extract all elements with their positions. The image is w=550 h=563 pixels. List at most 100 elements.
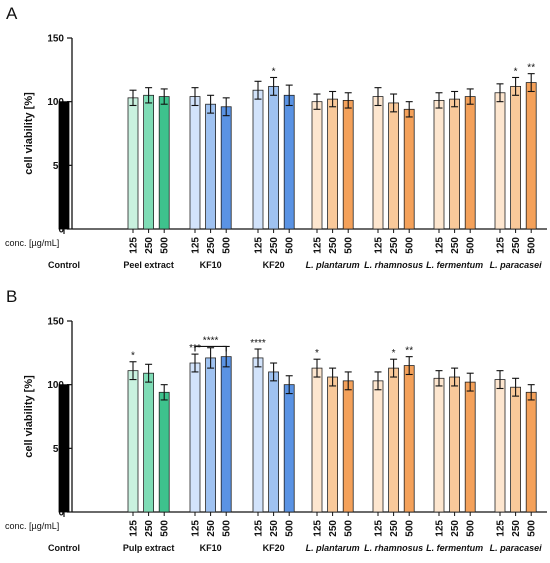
bar [127, 370, 139, 513]
y-axis-label: cell viability [%] [23, 375, 35, 458]
bar [342, 99, 354, 230]
significance-bracket [194, 345, 227, 352]
bar [525, 82, 537, 230]
x-tick-label: 125 [191, 520, 202, 537]
group-label: Pulp extract [123, 543, 175, 553]
y-axis-label: cell viability [%] [23, 92, 35, 175]
group-label: KF10 [200, 543, 222, 553]
x-tick-label: 250 [450, 237, 461, 254]
bar [189, 362, 201, 513]
x-tick-label: 125 [129, 237, 140, 254]
significance-label: * [514, 66, 518, 77]
x-tick-label: 500 [160, 237, 171, 254]
significance-label: ** [527, 63, 535, 74]
y-tick-label: 150 [47, 34, 64, 45]
bar [220, 356, 232, 513]
x-tick-label: 125 [374, 237, 385, 254]
group-label: Peel extract [123, 260, 174, 270]
bar [510, 386, 522, 513]
group-label: L. rhamnosus [364, 543, 423, 553]
significance-label: ** [405, 346, 413, 357]
x-tick-label: 500 [160, 520, 171, 537]
significance-label: **** [250, 338, 266, 349]
x-tick-label: 250 [511, 520, 522, 537]
y-tick-label: 0 [58, 225, 64, 236]
bar [220, 106, 232, 230]
bar [372, 380, 384, 513]
group-label: L. rhamnosus [364, 260, 423, 270]
x-tick-label: 125 [254, 520, 265, 537]
group-label: L. plantarum [306, 543, 360, 553]
significance-label: * [272, 66, 276, 77]
x-tick-label: 250 [206, 520, 217, 537]
bar [510, 85, 522, 230]
bar [205, 357, 217, 513]
bar [58, 384, 70, 513]
group-label: KF20 [263, 543, 285, 553]
panel-label: B [6, 287, 17, 306]
bar [342, 380, 354, 513]
x-tick-label: 500 [344, 237, 355, 254]
x-tick-label: 500 [222, 237, 233, 254]
bar [268, 371, 280, 513]
group-label: KF10 [200, 260, 222, 270]
bar [252, 357, 264, 513]
bar [143, 94, 155, 230]
x-tick-label: 500 [222, 520, 233, 537]
x-tick-label: 250 [269, 237, 280, 254]
x-tick-label: 125 [435, 237, 446, 254]
bracket-significance-label: **** [203, 335, 219, 346]
bar [283, 384, 295, 513]
x-tick-label: 250 [389, 520, 400, 537]
x-tick-label: 250 [511, 237, 522, 254]
bar [525, 391, 537, 513]
y-tick-label: 100 [47, 97, 64, 108]
x-tick-label: 500 [285, 520, 296, 537]
bar [327, 376, 339, 513]
x-tick-label: 500 [405, 520, 416, 537]
bar [283, 94, 295, 230]
significance-label: * [315, 348, 319, 359]
group-label: KF20 [263, 260, 285, 270]
x-tick-label: 125 [496, 520, 507, 537]
bar [464, 96, 476, 230]
x-tick-label: 250 [144, 520, 155, 537]
bar [205, 103, 217, 230]
bar [311, 367, 323, 513]
x-tick-label: 125 [191, 237, 202, 254]
x-tick-label: 500 [466, 237, 477, 254]
x-tick-label: 500 [527, 520, 538, 537]
panel-label: A [6, 4, 18, 23]
bar [403, 365, 415, 513]
x-tick-label: 125 [435, 520, 446, 537]
bar [252, 89, 264, 230]
x-tick-label: 250 [389, 237, 400, 254]
conc-label: conc. [µg/mL] [5, 521, 59, 531]
group-label: L. paracasei [490, 260, 543, 270]
y-tick-label: 0 [58, 508, 64, 519]
bar [189, 96, 201, 230]
bar [158, 96, 170, 230]
group-label: L. fermentum [426, 543, 483, 553]
conc-label: conc. [µg/mL] [5, 238, 59, 248]
x-tick-label: 125 [129, 520, 140, 537]
bar [127, 97, 139, 230]
bar [268, 85, 280, 230]
x-tick-label: 250 [206, 237, 217, 254]
x-tick-label: 500 [527, 237, 538, 254]
x-tick-label: 250 [450, 520, 461, 537]
x-tick-label: 250 [328, 237, 339, 254]
bar [372, 96, 384, 230]
bar [388, 367, 400, 513]
bar [311, 101, 323, 230]
bar [58, 101, 70, 230]
x-tick-label: 500 [405, 237, 416, 254]
bar [494, 92, 506, 230]
group-label: Control [48, 260, 80, 270]
x-tick-label: 250 [269, 520, 280, 537]
group-label: L. plantarum [306, 260, 360, 270]
x-tick-label: 125 [313, 520, 324, 537]
significance-label: * [131, 351, 135, 362]
